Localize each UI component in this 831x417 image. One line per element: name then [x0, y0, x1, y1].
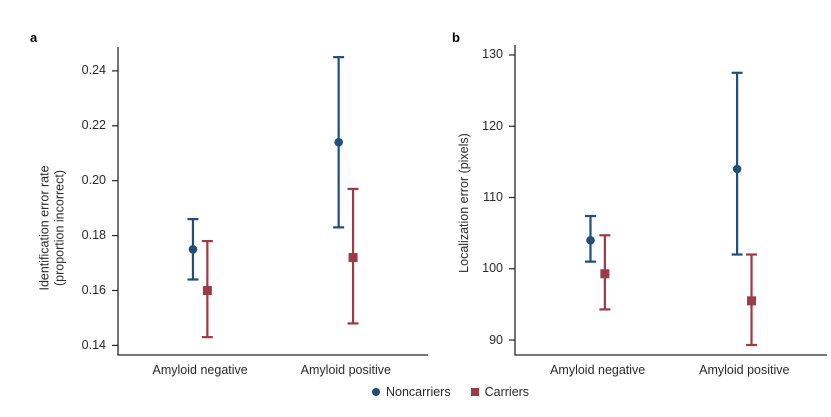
data-point-square [747, 296, 757, 306]
data-point-circle [732, 164, 742, 174]
legend: Noncarriers Carriers [372, 385, 529, 399]
panel-b-ytick-4: 130 [482, 47, 503, 62]
panel-b-ytick-3: 120 [482, 118, 503, 133]
panel-a-ytick-4: 0.22 [81, 118, 106, 133]
panel-a-ytick-0: 0.14 [81, 337, 106, 352]
panel-a-label: a [30, 30, 38, 45]
data-point-square [202, 285, 212, 295]
panel-a-category-0: Amyloid negative [152, 363, 248, 377]
panel-b-ytick-2: 110 [483, 190, 503, 204]
data-point-circle [586, 235, 595, 245]
legend-item-carriers: Carriers [470, 385, 530, 399]
legend-label-carriers: Carriers [484, 385, 530, 399]
panel-b-label: b [452, 30, 460, 45]
data-point-circle [188, 245, 198, 254]
noncarriers-circle-icon [372, 388, 380, 396]
data-point-square [600, 269, 610, 279]
panel-a-ytick-2: 0.18 [81, 228, 106, 243]
data-point-circle [334, 137, 343, 147]
panel-b-ytick-0: 90 [489, 332, 503, 347]
panel-b-category-1: Amyloid positive [699, 363, 790, 377]
panel-a-ytick-1: 0.16 [81, 282, 106, 297]
panel-a-ytick-3: 0.20 [81, 173, 106, 188]
carriers-square-icon [470, 388, 479, 396]
panel-b-ytick-1: 100 [482, 261, 503, 276]
legend-label-noncarriers: Noncarriers [386, 385, 451, 399]
data-point-square [348, 253, 358, 263]
panel-a-ytick-5: 0.24 [81, 63, 106, 78]
panel-b-category-0: Amyloid negative [550, 363, 646, 377]
legend-item-noncarriers: Noncarriers [372, 385, 451, 399]
panel-a-category-1: Amyloid positive [300, 363, 391, 377]
